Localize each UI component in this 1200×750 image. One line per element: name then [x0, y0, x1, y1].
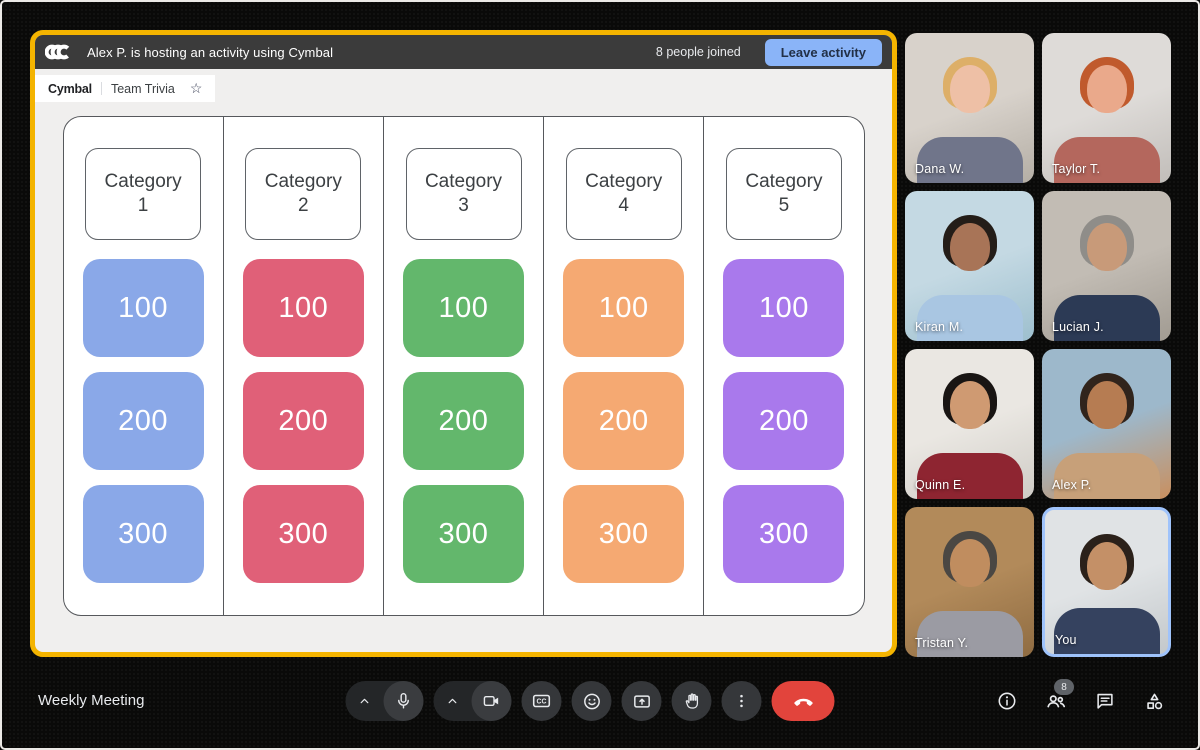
call-controls: CC — [345, 681, 835, 721]
video-tile-tristan-y[interactable]: Tristan Y. — [905, 507, 1034, 657]
shared-activity-window: Alex P. is hosting an activity using Cym… — [30, 30, 897, 657]
participant-name: Tristan Y. — [915, 636, 969, 650]
video-tile-quinn-e[interactable]: Quinn E. — [905, 349, 1034, 499]
raise-hand-button[interactable] — [671, 681, 712, 721]
tile-category3-100[interactable]: 100 — [403, 259, 524, 357]
activity-title: Alex P. is hosting an activity using Cym… — [87, 44, 334, 60]
activity-tab-strip: Cymbal Team Trivia ☆ — [35, 69, 892, 108]
board-column-3: Category 3 100 200 300 — [384, 117, 545, 615]
activity-banner: Alex P. is hosting an activity using Cym… — [35, 35, 892, 69]
participant-name: Taylor T. — [1052, 162, 1101, 176]
participant-name: Quinn E. — [915, 478, 966, 492]
participant-name: Lucian J. — [1052, 320, 1104, 334]
category-header-4: Category 4 — [565, 148, 682, 240]
leave-activity-button[interactable]: Leave activity — [764, 38, 882, 66]
tile-category3-200[interactable]: 200 — [403, 372, 524, 470]
captions-icon: CC — [531, 690, 553, 712]
chat-button[interactable] — [1093, 689, 1117, 713]
star-icon[interactable]: ☆ — [189, 80, 203, 96]
category-header-5: Category 5 — [725, 148, 842, 240]
present-icon — [631, 691, 652, 712]
participant-name: Dana W. — [915, 162, 965, 176]
svg-text:CC: CC — [537, 699, 547, 706]
participant-name: Kiran M. — [915, 320, 964, 334]
category-header-3: Category 3 — [405, 148, 522, 240]
end-call-button[interactable] — [771, 681, 835, 721]
info-icon — [996, 690, 1018, 712]
camera-button[interactable] — [433, 681, 512, 721]
activities-button[interactable] — [1142, 689, 1166, 713]
board-column-1: Category 1 100 200 300 — [64, 117, 224, 615]
camera-icon[interactable] — [471, 681, 512, 721]
mic-icon[interactable] — [383, 681, 424, 721]
tile-category2-100[interactable]: 100 — [242, 259, 364, 357]
tile-category1-100[interactable]: 100 — [82, 259, 204, 357]
panel-controls: 8 — [995, 679, 1166, 713]
chat-icon — [1094, 690, 1116, 712]
participant-count-badge: 8 — [1054, 679, 1074, 695]
people-button[interactable]: 8 — [1044, 679, 1074, 713]
present-button[interactable] — [621, 681, 662, 721]
microphone-options-chevron-icon[interactable] — [346, 693, 384, 709]
tab-title: Team Trivia — [110, 81, 175, 96]
video-tile-kiran-m[interactable]: Kiran M. — [905, 191, 1034, 341]
board-column-4: Category 4 100 200 300 — [544, 117, 705, 615]
more-options-button[interactable] — [721, 681, 762, 721]
board-column-2: Category 2 100 200 300 — [224, 117, 384, 615]
video-tile-alex-p[interactable]: Alex P. — [1042, 349, 1171, 499]
cymbal-wordmark: Cymbal — [48, 81, 92, 96]
video-tile-you[interactable]: You — [1042, 507, 1171, 657]
more-icon — [733, 692, 751, 710]
tile-category4-100[interactable]: 100 — [563, 259, 685, 357]
trivia-board: Category 1 100 200 300 Category 2 100 200 300 Cate… — [62, 116, 865, 616]
meeting-details-button[interactable] — [995, 689, 1019, 713]
reactions-button[interactable] — [571, 681, 612, 721]
video-tile-taylor-t[interactable]: Taylor T. — [1042, 33, 1171, 183]
category-header-2: Category 2 — [245, 148, 362, 240]
meeting-title: Weekly Meeting — [38, 692, 145, 709]
tile-category4-200[interactable]: 200 — [563, 372, 685, 470]
tile-category5-200[interactable]: 200 — [723, 372, 845, 470]
participant-video-grid: Dana W. Taylor T. Kiran M. Lucian J. Quinn E… — [905, 33, 1171, 657]
cymbal-logo-icon — [45, 42, 77, 62]
tile-category1-300[interactable]: 300 — [82, 485, 204, 583]
tile-category1-200[interactable]: 200 — [82, 372, 204, 470]
microphone-button[interactable] — [345, 681, 424, 721]
video-tile-lucian-j[interactable]: Lucian J. — [1042, 191, 1171, 341]
people-joined-count: 8 people joined — [655, 45, 741, 59]
board-column-5: Category 5 100 200 300 — [704, 117, 863, 615]
end-call-icon — [791, 689, 815, 713]
people-icon — [1044, 689, 1068, 713]
participant-name: Alex P. — [1052, 478, 1092, 492]
tile-category5-300[interactable]: 300 — [723, 485, 845, 583]
video-tile-dana-w[interactable]: Dana W. — [905, 33, 1034, 183]
tab-divider — [100, 82, 102, 95]
tile-category4-300[interactable]: 300 — [563, 485, 685, 583]
captions-button[interactable]: CC — [521, 681, 562, 721]
activities-icon — [1143, 690, 1166, 713]
tab-team-trivia[interactable]: Cymbal Team Trivia ☆ — [35, 75, 216, 102]
hand-icon — [682, 691, 702, 711]
tile-category2-200[interactable]: 200 — [242, 372, 364, 470]
camera-options-chevron-icon[interactable] — [434, 693, 472, 709]
tile-category5-100[interactable]: 100 — [723, 259, 845, 357]
tile-category2-300[interactable]: 300 — [242, 485, 364, 583]
tile-category3-300[interactable]: 300 — [403, 485, 524, 583]
category-header-1: Category 1 — [85, 148, 202, 240]
participant-name: You — [1055, 633, 1077, 647]
reactions-icon — [581, 691, 602, 712]
